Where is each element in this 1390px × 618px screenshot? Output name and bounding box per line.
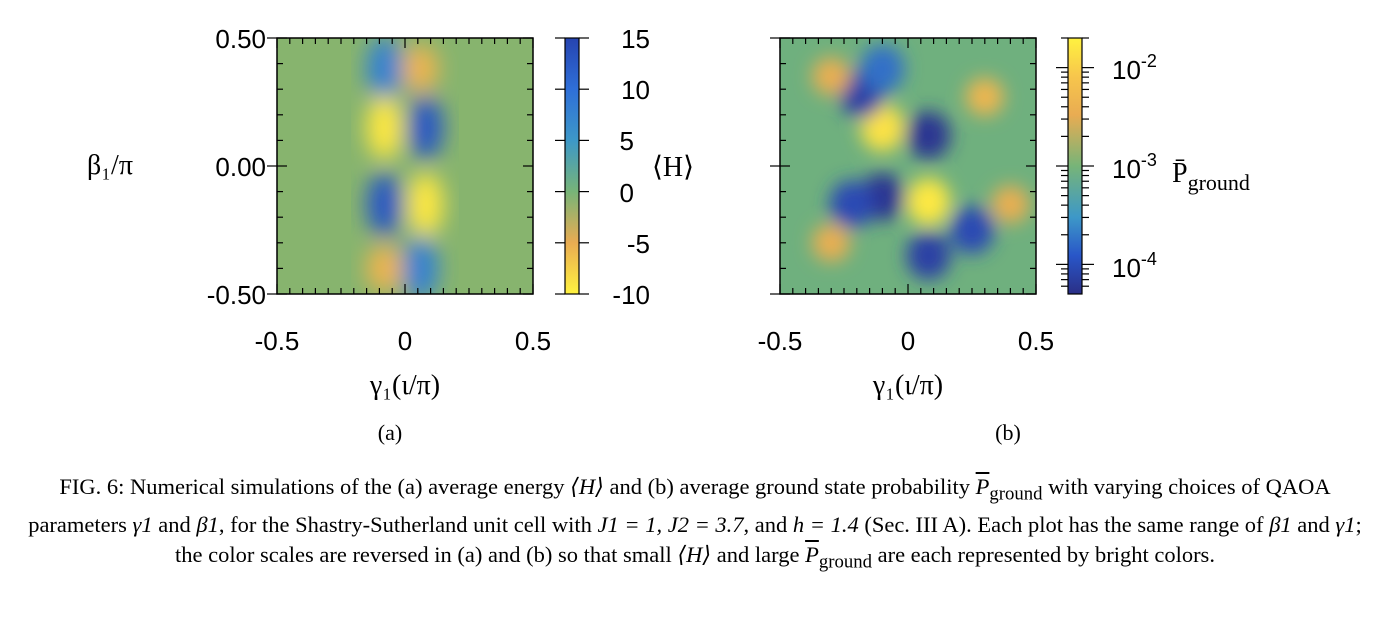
x-tick-label: 0: [398, 326, 412, 356]
figure-caption: FIG. 6: Numerical simulations of the (a)…: [28, 474, 1362, 572]
heatmap-feature: [829, 180, 874, 229]
panel-b: -0.5 0 0.5 γ₁(ι/π) (b) 10-2 10-3 10-4 P̄…: [758, 37, 1250, 445]
heatmap-feature: [860, 44, 905, 93]
x-tick-label: 0.5: [1018, 326, 1054, 356]
x-tick-label: -0.5: [255, 326, 300, 356]
x-tick-label: 0: [901, 326, 915, 356]
heatmap-feature: [812, 57, 851, 96]
y-tick-label: -0.50: [207, 280, 266, 310]
x-axis-label: γ₁(ι/π): [369, 370, 440, 401]
y-axis-label: β₁/π: [87, 150, 133, 181]
colorbar-label: P̄ground: [1172, 158, 1250, 195]
heatmap-a-features: [366, 38, 444, 294]
heatmap-feature: [991, 185, 1030, 224]
caption-fig-number: FIG. 6:: [59, 474, 125, 499]
heatmap-feature: [402, 236, 439, 294]
heatmap-feature: [407, 172, 444, 237]
panel-a: 0.50 0.00 -0.50 -0.5 0 0.5 β₁/π γ₁(ι/π) …: [87, 24, 694, 445]
heatmap-feature: [366, 172, 403, 237]
colorbar-tick-label: 10-4: [1112, 249, 1157, 283]
heatmap-feature: [366, 38, 403, 101]
heatmap-feature: [366, 244, 403, 293]
heatmap-feature: [906, 111, 951, 160]
panel-label: (a): [378, 420, 402, 445]
heatmap-feature: [402, 44, 439, 93]
heatmap-feature: [366, 95, 403, 160]
colorbar-tick-label: 15: [621, 24, 650, 54]
heatmap-b-ticks: [770, 37, 1037, 295]
x-tick-label: 0.5: [515, 326, 551, 356]
colorbar-a: 15 10 5 0 -5 -10 ⟨H⟩: [555, 24, 694, 310]
colorbar-tick-label: 10: [621, 75, 650, 105]
heatmap-b: [780, 38, 1036, 294]
colorbar-tick-label: -5: [627, 229, 650, 259]
heatmap-feature: [906, 177, 951, 226]
colorbar-tick-label: 10-2: [1112, 51, 1157, 85]
panel-label: (b): [995, 420, 1021, 445]
y-tick-label: 0.50: [215, 24, 266, 54]
x-axis-label: γ₁(ι/π): [872, 370, 943, 401]
heatmap-feature: [812, 223, 851, 262]
heatmap-feature: [965, 77, 1004, 116]
heatmap-b-features: [812, 44, 1030, 280]
colorbar-tick-label: -10: [612, 280, 650, 310]
heatmap-a-ticks: [267, 37, 534, 295]
colorbar-tick-label: 0: [620, 178, 634, 208]
colorbar-label: ⟨H⟩: [652, 152, 694, 183]
heatmap-a: [277, 38, 533, 294]
figure-6: 0.50 0.00 -0.50 -0.5 0 0.5 β₁/π γ₁(ι/π) …: [87, 24, 1250, 445]
heatmap-feature: [906, 231, 951, 280]
colorbar-tick-label: 10-3: [1112, 150, 1157, 184]
colorbar-tick-label: 5: [620, 126, 634, 156]
colorbar-b: 10-2 10-3 10-4 P̄ground: [1056, 37, 1250, 295]
x-tick-label: -0.5: [758, 326, 803, 356]
heatmap-feature: [407, 95, 444, 160]
y-tick-label: 0.00: [215, 152, 266, 182]
heatmap-feature: [950, 206, 994, 254]
